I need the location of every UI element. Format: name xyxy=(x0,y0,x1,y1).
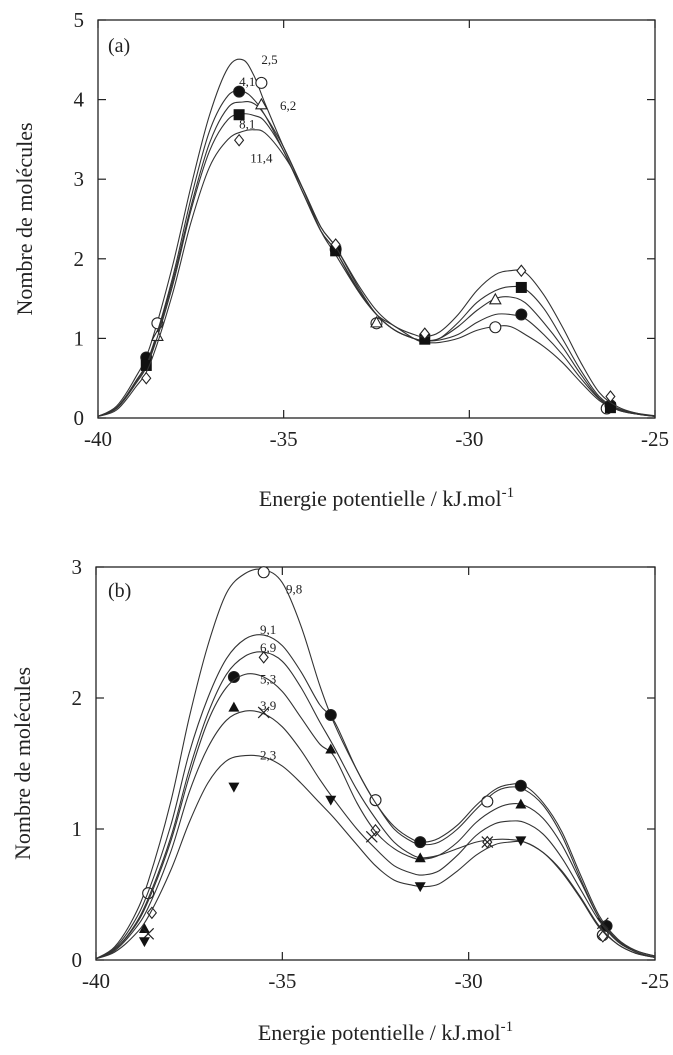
panel-a-series-marker xyxy=(254,97,268,110)
panel-b-plot-frame xyxy=(95,566,656,961)
panel-a-panel-label: (a) xyxy=(108,35,130,57)
panel-a-series-marker xyxy=(141,371,152,385)
panel-b-series-label: 3,9 xyxy=(260,698,276,713)
panel-b-series-label: 6,9 xyxy=(260,640,276,655)
panel-b-series-marker xyxy=(515,798,527,809)
panel-b-x-tick-label: -35 xyxy=(268,969,296,993)
panel-b-y-axis-title: Nombre de molécules xyxy=(10,667,35,860)
panel-a-series-marker xyxy=(419,327,430,341)
panel-a-x-tick-label: -30 xyxy=(455,427,483,451)
panel-b-series-marker xyxy=(514,779,527,792)
panel-a-y-tick-label: 4 xyxy=(74,88,85,112)
panel-b-series-marker xyxy=(515,836,527,847)
panel-b-panel-label: (b) xyxy=(108,580,131,602)
panel-b-x-tick-label: -30 xyxy=(455,969,483,993)
panel-b-series-marker xyxy=(325,795,337,806)
panel-a-series-marker xyxy=(605,390,616,403)
panel-b-series-label: 2,3 xyxy=(260,748,276,763)
panel-b-series-line xyxy=(95,651,656,960)
panel-a-series-marker xyxy=(255,76,268,89)
panel-a-y-tick-label: 3 xyxy=(74,167,85,191)
panel-b-series-line xyxy=(95,673,656,960)
panel-b-series-marker xyxy=(414,836,427,849)
panel-a-x-axis-title: Energie potentielle / kJ.mol-1 xyxy=(259,485,514,511)
panel-b-y-tick-label: 3 xyxy=(72,555,83,579)
panel-b-series-label: 9,1 xyxy=(260,622,276,637)
panel-a-series-line xyxy=(97,129,656,417)
panel-b-x-axis-title: Energie potentielle / kJ.mol-1 xyxy=(258,1019,513,1045)
panel-a-plot-frame xyxy=(97,19,656,419)
panel-a-series-marker xyxy=(233,109,245,121)
panel-a-series-label: 2,5 xyxy=(261,52,277,67)
panel-b-series-marker xyxy=(257,706,270,719)
panel-a-series-label: 8,1 xyxy=(239,116,255,131)
panel-b-series-marker xyxy=(228,782,240,793)
panel-b-series-label: 9,8 xyxy=(286,581,302,596)
panel-b-series-marker xyxy=(414,882,426,893)
panel-b-series-line xyxy=(95,568,656,960)
panel-b-series-line xyxy=(95,634,656,960)
panel-a-series-marker xyxy=(140,359,152,371)
panel-a-x-tick-label: -40 xyxy=(84,427,112,451)
panel-b-series-marker xyxy=(414,852,426,863)
panel-b-x-axis-title-superscript: -1 xyxy=(501,1019,514,1035)
panel-b-x-tick-label: -40 xyxy=(82,969,110,993)
panel-a-series-marker xyxy=(370,315,383,328)
panel-a-x-axis-title-superscript: -1 xyxy=(502,485,515,501)
panel-b-series-marker xyxy=(370,823,381,837)
panel-b-series-marker xyxy=(481,795,494,808)
panel-b-series-marker xyxy=(138,937,150,948)
panel-b-series-marker xyxy=(365,830,378,843)
panel-a-series-marker xyxy=(234,133,245,147)
panel-b-series-marker xyxy=(258,651,269,664)
panel-a-y-axis-title: Nombre de molécules xyxy=(12,122,37,315)
panel-b-y-tick-label: 2 xyxy=(72,686,83,710)
panel-b-x-tick-label: -25 xyxy=(641,969,669,993)
panel-a-series-marker xyxy=(515,281,527,293)
panel-a-series-marker xyxy=(330,238,341,251)
panel-a-series-marker xyxy=(489,321,502,334)
panel-a-y-tick-label: 2 xyxy=(74,247,85,271)
panel-a-series-marker xyxy=(233,85,246,98)
panel-a-series-label: 11,4 xyxy=(250,151,273,166)
panel-a-series-marker xyxy=(515,308,528,321)
panel-b-series-line xyxy=(95,710,656,960)
panel-a-x-axis-title-text: Energie potentielle / kJ.mol xyxy=(259,486,502,511)
panel-a-y-tick-label: 1 xyxy=(74,326,85,350)
panel-b-series-marker xyxy=(257,566,270,579)
panel-b-series-line xyxy=(95,754,656,960)
panel-b-series-marker xyxy=(325,743,337,754)
panel-b-y-tick-label: 1 xyxy=(72,817,83,841)
panel-b-series-label: 5,3 xyxy=(260,672,276,687)
panel-a-x-tick-label: -35 xyxy=(270,427,298,451)
panel-a-series-marker xyxy=(488,292,502,305)
panel-a-series-marker xyxy=(604,402,616,414)
panel-b-series-marker xyxy=(146,906,158,920)
panel-a-y-tick-label: 0 xyxy=(74,406,85,430)
panel-a-series-marker xyxy=(516,264,527,278)
panel-a-series-line xyxy=(97,113,656,417)
panel-b-x-axis-title-text: Energie potentielle / kJ.mol xyxy=(258,1020,501,1045)
panel-b-series-marker xyxy=(228,701,240,712)
panel-a-x-tick-label: -25 xyxy=(641,427,669,451)
panel-b-series-marker xyxy=(138,923,150,933)
panel-a-series-line xyxy=(97,90,656,417)
panel-a-series-label: 6,2 xyxy=(280,98,296,113)
panel-b-y-tick-label: 0 xyxy=(72,948,83,972)
panel-a-y-tick-label: 5 xyxy=(74,8,85,32)
panel-b-series-marker xyxy=(369,794,382,807)
panel-b-series-marker xyxy=(324,709,337,722)
panel-a-series-label: 4,1 xyxy=(239,74,255,89)
